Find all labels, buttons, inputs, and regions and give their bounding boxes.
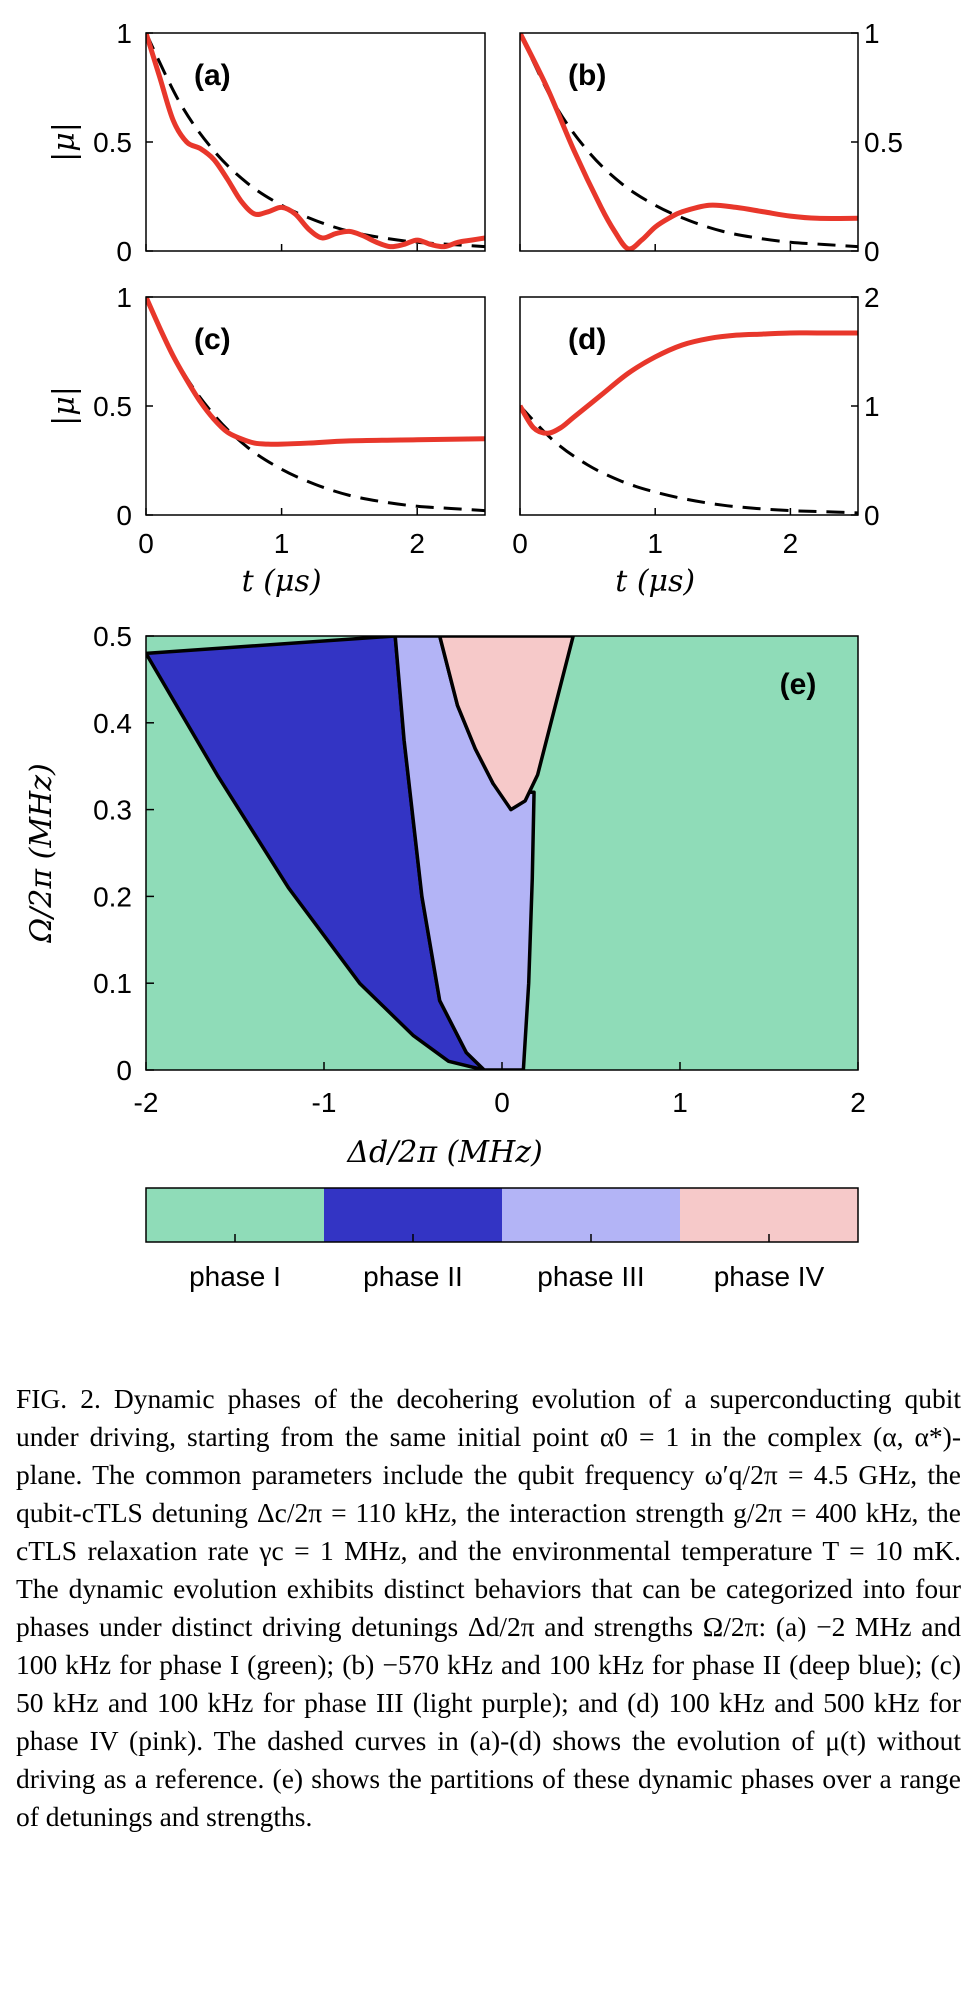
y-axis-label-c: |μ| bbox=[47, 386, 82, 426]
driven-red-curve-a bbox=[146, 33, 485, 250]
y-tick-label-d: 2 bbox=[864, 282, 880, 313]
x-tick-label-d: 1 bbox=[647, 528, 663, 559]
panel-label-b: (b) bbox=[568, 59, 606, 92]
panel-label-e: (e) bbox=[780, 668, 817, 701]
panel-label-d: (d) bbox=[568, 323, 606, 356]
x-tick-label-d: 2 bbox=[783, 528, 799, 559]
x-tick-label-e: 2 bbox=[850, 1087, 866, 1118]
legend-label-4: phase IV bbox=[714, 1261, 825, 1292]
x-tick-label-c: 1 bbox=[274, 528, 290, 559]
y-tick-label-b: 0 bbox=[864, 236, 880, 267]
y-tick-label-e: 0.5 bbox=[93, 621, 132, 652]
panel-label-a: (a) bbox=[194, 59, 231, 92]
y-tick-label-c: 0 bbox=[116, 500, 132, 531]
figure-2: 0 0.5 1 |μ| (a) 0 0.5 1 (b) 0 0.5 1 0 1 2 t (μs) |μ| (c… bbox=[24, 18, 903, 1292]
x-tick-label-e: -2 bbox=[134, 1087, 159, 1118]
y-tick-label-b: 0.5 bbox=[864, 127, 903, 158]
y-tick-label-d: 0 bbox=[864, 500, 880, 531]
legend-swatch-1 bbox=[146, 1188, 324, 1242]
x-tick-label-e: -1 bbox=[312, 1087, 337, 1118]
legend-label-3: phase III bbox=[537, 1261, 644, 1292]
y-tick-label-c: 0.5 bbox=[93, 391, 132, 422]
phase-legend: phase I phase II phase III phase IV bbox=[145, 1187, 859, 1292]
driven-red-curve-c bbox=[146, 297, 485, 447]
panel-label-c: (c) bbox=[194, 323, 231, 356]
legend-swatch-4 bbox=[680, 1188, 858, 1242]
y-tick-label-d: 1 bbox=[864, 391, 880, 422]
legend-frame bbox=[145, 1187, 859, 1243]
x-tick-label-c: 0 bbox=[138, 528, 154, 559]
panel-d: 0 1 2 0 1 2 t (μs) (d) bbox=[512, 282, 879, 599]
y-tick-label-e: 0.4 bbox=[93, 708, 132, 739]
region-phase-4 bbox=[437, 636, 575, 812]
driven-red-curve-d bbox=[520, 330, 858, 436]
reference-dashed-curve-b bbox=[520, 33, 858, 249]
x-axis-label-d: t (μs) bbox=[615, 564, 695, 599]
x-axis-label-e: Δd/2π (MHz) bbox=[346, 1135, 542, 1170]
y-tick-label-a: 0 bbox=[116, 236, 132, 267]
y-tick-label-e: 0.3 bbox=[93, 795, 132, 826]
x-axis-label-c: t (μs) bbox=[242, 564, 322, 599]
panel-e: 0 0.1 0.2 0.3 0.4 0.5 -2 -1 0 1 2 Δd/2π (MHz) Ω/2π (… bbox=[24, 621, 866, 1170]
driven-red-curve-b bbox=[520, 33, 858, 251]
y-tick-label-a: 1 bbox=[116, 18, 132, 49]
panel-b: 0 0.5 1 (b) bbox=[519, 18, 903, 267]
y-tick-label-e: 0.2 bbox=[93, 881, 132, 912]
y-tick-label-e: 0 bbox=[116, 1055, 132, 1086]
legend-swatch-3 bbox=[502, 1188, 680, 1242]
y-axis-label-e: Ω/2π (MHz) bbox=[24, 763, 59, 943]
x-tick-label-e: 1 bbox=[672, 1087, 688, 1118]
y-tick-label-b: 1 bbox=[864, 18, 880, 49]
x-tick-label-c: 2 bbox=[409, 528, 425, 559]
x-tick-label-e: 0 bbox=[494, 1087, 510, 1118]
figure-caption: FIG. 2. Dynamic phases of the decohering… bbox=[16, 1383, 961, 1832]
panel-a: 0 0.5 1 |μ| (a) bbox=[47, 18, 486, 267]
legend-swatch-2 bbox=[324, 1188, 502, 1242]
y-tick-label-c: 1 bbox=[116, 282, 132, 313]
legend-label-1: phase I bbox=[189, 1261, 281, 1292]
y-axis-label-a: |μ| bbox=[47, 122, 82, 162]
legend-label-2: phase II bbox=[363, 1261, 463, 1292]
panel-c: 0 0.5 1 0 1 2 t (μs) |μ| (c) bbox=[47, 282, 486, 599]
y-tick-label-a: 0.5 bbox=[93, 127, 132, 158]
reference-dashed-curve-d bbox=[520, 404, 858, 515]
x-tick-label-d: 0 bbox=[512, 528, 528, 559]
y-tick-label-e: 0.1 bbox=[93, 968, 132, 999]
